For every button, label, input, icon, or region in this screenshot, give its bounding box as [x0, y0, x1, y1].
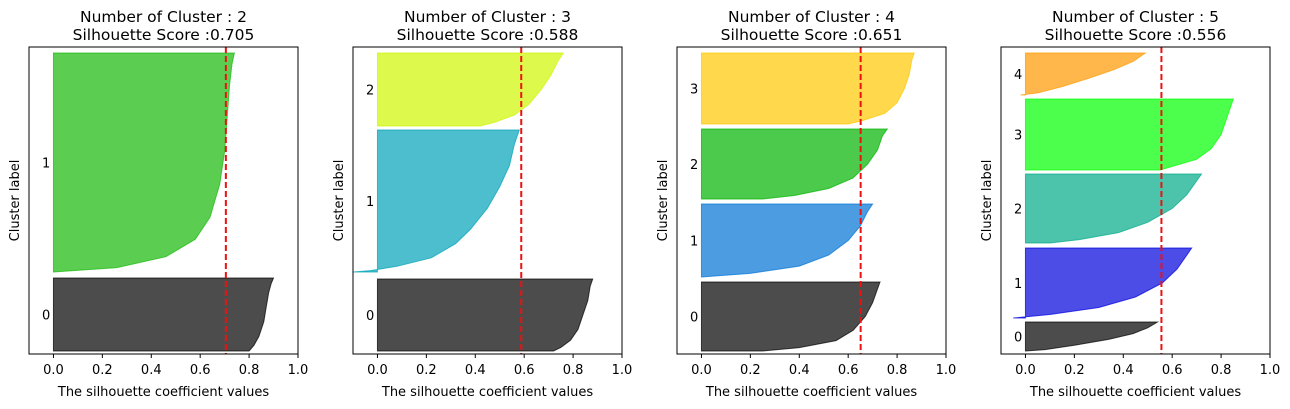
x-tick-label: 0.6 [838, 363, 859, 378]
y-axis-label: Cluster label [980, 160, 995, 242]
axes-frame [676, 46, 947, 355]
x-tick-label: 0.8 [563, 363, 584, 378]
x-axis-label: The silhouette coefficient values [1029, 385, 1241, 400]
cluster-2-silhouette [376, 52, 565, 127]
cluster-label-2: 2 [366, 84, 374, 99]
x-tick-label: 1.0 [288, 363, 309, 378]
cluster-3-silhouette [700, 52, 915, 125]
cluster-2-silhouette [1024, 173, 1203, 244]
chart-title-line1: Number of Cluster : 2 [80, 8, 247, 26]
cluster-label-0: 0 [1014, 331, 1022, 346]
chart-title-line2: Silhouette Score :0.705 [73, 26, 255, 44]
cluster-label-3: 3 [690, 83, 698, 98]
cluster-1-silhouette [52, 52, 236, 273]
chart-title-line2: Silhouette Score :0.651 [721, 26, 903, 44]
x-tick-label: 0.2 [740, 363, 761, 378]
axes-frame [28, 46, 299, 355]
x-tick-label: 0.4 [141, 363, 162, 378]
x-axis-label: The silhouette coefficient values [381, 385, 593, 400]
chart-title-line2: Silhouette Score :0.556 [1045, 26, 1227, 44]
x-axis-label: The silhouette coefficient values [705, 385, 917, 400]
cluster-label-2: 2 [1014, 203, 1022, 218]
cluster-label-0: 0 [42, 309, 50, 324]
x-tick-label: 0.4 [465, 363, 486, 378]
cluster-label-0: 0 [690, 311, 698, 326]
x-tick-label: 1.0 [612, 363, 633, 378]
cluster-label-2: 2 [690, 158, 698, 173]
y-axis-label: Cluster label [332, 160, 347, 242]
cluster-3-silhouette [1024, 98, 1234, 171]
cluster-0-silhouette [52, 277, 275, 352]
cluster-label-3: 3 [1014, 129, 1022, 144]
x-tick-label: 0.6 [514, 363, 535, 378]
x-tick-label: 0.4 [789, 363, 810, 378]
x-tick-label: 0.8 [887, 363, 908, 378]
cluster-label-1: 1 [366, 195, 374, 210]
cluster-label-1: 1 [42, 157, 50, 172]
x-tick-label: 0.2 [92, 363, 113, 378]
x-axis-label: The silhouette coefficient values [57, 385, 269, 400]
y-axis-label: Cluster label [656, 160, 671, 242]
x-tick-label: 0.8 [1211, 363, 1232, 378]
x-tick-label: 0.0 [1015, 363, 1036, 378]
y-axis-label: Cluster label [8, 160, 23, 242]
cluster-label-4: 4 [1014, 68, 1022, 83]
chart-title-line2: Silhouette Score :0.588 [397, 26, 579, 44]
cluster-0-silhouette [376, 278, 594, 352]
x-tick-label: 1.0 [936, 363, 957, 378]
cluster-1-silhouette [1013, 247, 1193, 319]
cluster-label-0: 0 [366, 309, 374, 324]
x-tick-label: 0.0 [691, 363, 712, 378]
chart-title-line1: Number of Cluster : 5 [1052, 8, 1219, 26]
cluster-0-silhouette [700, 281, 881, 352]
cluster-1-silhouette [700, 203, 874, 278]
x-tick-label: 1.0 [1260, 363, 1281, 378]
cluster-label-1: 1 [1014, 277, 1022, 292]
x-tick-label: 0.6 [190, 363, 211, 378]
cluster-2-silhouette [700, 128, 889, 200]
silhouette-chart-4: 0 1 2 3 4 0.0 0.2 0.4 0.6 0.8 1.0 Number of Cluster… [980, 8, 1280, 400]
axes-frame [352, 46, 623, 355]
silhouette-chart-2: 0 1 2 0.0 0.2 0.4 0.6 0.8 1.0 Number of Cluster :… [332, 8, 632, 400]
cluster-1-silhouette [352, 129, 521, 273]
cluster-4-silhouette [1020, 52, 1147, 96]
x-tick-label: 0.2 [1064, 363, 1085, 378]
chart-title-line1: Number of Cluster : 4 [728, 8, 895, 26]
x-tick-label: 0.0 [43, 363, 64, 378]
cluster-label-1: 1 [690, 235, 698, 250]
chart-title-line1: Number of Cluster : 3 [404, 8, 571, 26]
silhouette-chart-3: 0 1 2 3 0.0 0.2 0.4 0.6 0.8 1.0 Number of Cluster … [656, 8, 956, 400]
x-tick-label: 0.0 [367, 363, 388, 378]
x-tick-label: 0.2 [416, 363, 437, 378]
x-tick-label: 0.8 [239, 363, 260, 378]
axes-frame [1000, 46, 1271, 355]
silhouette-chart-1: 0 1 0.0 0.2 0.4 0.6 0.8 1.0 Number of Cluster : … [8, 8, 308, 400]
x-tick-label: 0.6 [1162, 363, 1183, 378]
cluster-0-silhouette [1024, 321, 1160, 352]
x-tick-label: 0.4 [1113, 363, 1134, 378]
